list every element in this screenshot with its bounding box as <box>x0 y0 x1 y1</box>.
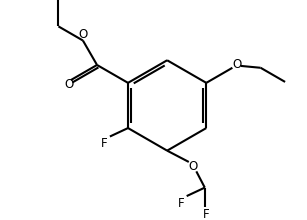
Text: O: O <box>189 160 198 173</box>
Text: O: O <box>64 78 74 91</box>
Text: F: F <box>178 197 184 210</box>
Text: O: O <box>78 28 87 41</box>
Text: F: F <box>101 137 107 150</box>
Text: O: O <box>232 59 242 72</box>
Text: F: F <box>202 208 209 220</box>
